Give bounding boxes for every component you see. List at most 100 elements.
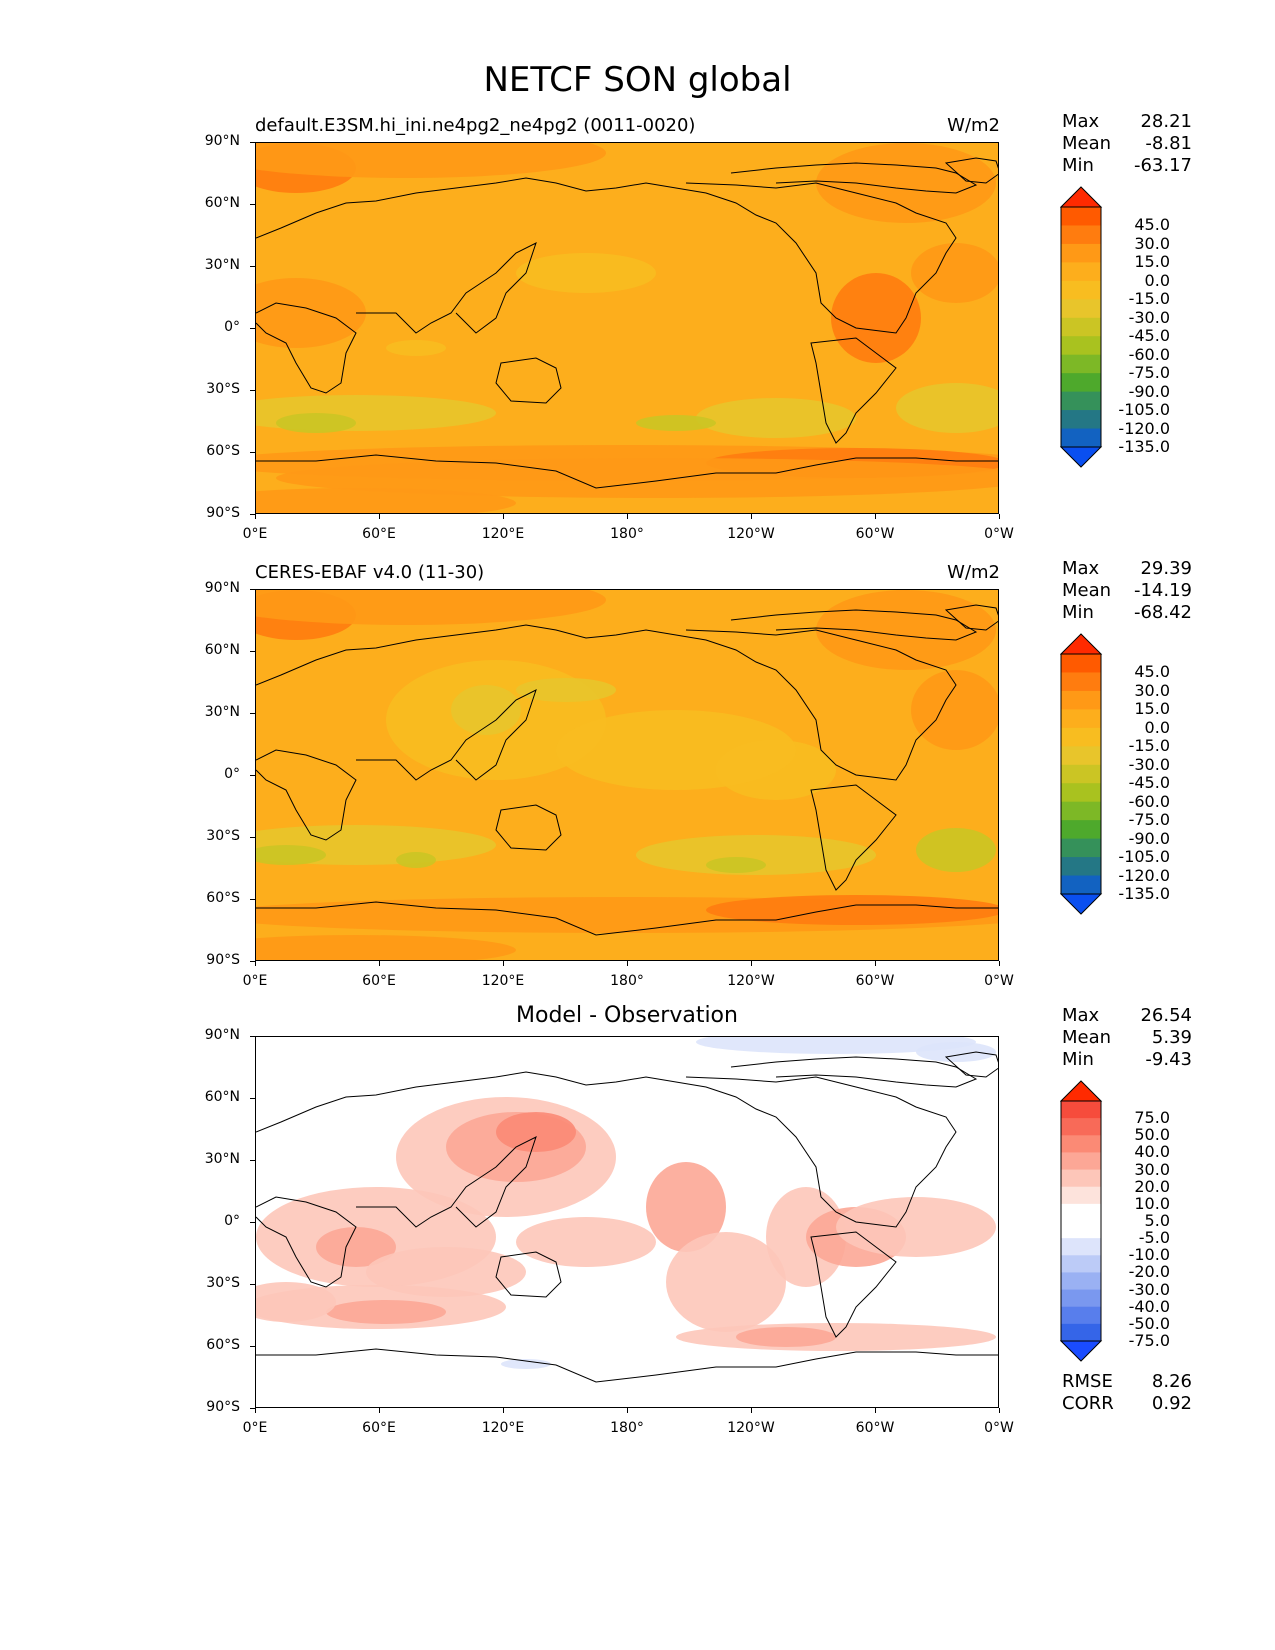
x-tick-mark (999, 961, 1000, 966)
colorbar-segment (1061, 801, 1101, 821)
x-tick-label: 0°W (984, 973, 1014, 989)
contour-region (706, 857, 766, 873)
y-tick-label: 90°N (204, 580, 240, 596)
contour-region (816, 590, 996, 670)
contour-region (516, 1217, 656, 1267)
contour-region (666, 1232, 786, 1332)
y-tick-mark (250, 899, 255, 900)
stat-label: Min (1062, 602, 1094, 623)
coastline (256, 901, 998, 936)
colorbar-label: 75.0 (1134, 1108, 1170, 1128)
contour-region (836, 1197, 996, 1257)
x-tick-mark (255, 961, 256, 966)
x-tick-label: 0°E (242, 973, 268, 989)
y-tick-mark (250, 589, 255, 590)
y-tick-label: 90°S (206, 505, 240, 521)
y-tick-label: 60°S (206, 1337, 240, 1353)
contour-region (396, 852, 436, 868)
colorbar-extend-max (1060, 633, 1103, 655)
colorbar-label: -60.0 (1128, 791, 1170, 811)
y-tick-mark (250, 204, 255, 205)
colorbar-segment (1061, 746, 1101, 766)
stat-value: -14.19 (1133, 580, 1192, 601)
figure-title: NETCF SON global (483, 60, 792, 100)
map-plot-area (255, 142, 999, 514)
colorbar-label: -15.0 (1128, 289, 1170, 309)
colorbar-extend-max (1060, 186, 1103, 208)
contour-region (516, 678, 616, 702)
coastline (810, 784, 897, 891)
y-tick-mark (250, 266, 255, 267)
coastline (256, 1071, 957, 1228)
map-panel-1: default.E3SM.hi_ini.ne4pg2_ne4pg2 (0011-… (0, 111, 1275, 585)
contour-map (256, 1037, 998, 1407)
stat-value: 26.54 (1140, 1005, 1192, 1026)
coastline (495, 1251, 562, 1298)
colorbar-label: 20.0 (1134, 1176, 1170, 1196)
y-tick-label: 90°N (204, 1027, 240, 1043)
x-tick-label: 180° (610, 1420, 644, 1436)
stat-value: 8.26 (1151, 1371, 1192, 1392)
colorbar-frame (1060, 653, 1102, 895)
colorbar-label: 10.0 (1134, 1193, 1170, 1213)
map-plot-area (255, 589, 999, 961)
colorbar-label: 0.0 (1144, 270, 1170, 290)
x-tick-label: 120°W (727, 973, 775, 989)
y-tick-label: 60°S (206, 890, 240, 906)
x-tick-mark (503, 1408, 504, 1413)
y-tick-label: 0° (224, 766, 240, 782)
y-tick-label: 90°N (204, 133, 240, 149)
colorbar-segment (1061, 243, 1101, 263)
y-tick-mark (250, 961, 255, 962)
coastline (256, 177, 957, 334)
colorbar-segment (1061, 1289, 1101, 1308)
panel-stats: Max 26.54 Mean 5.39 Min -9.43 (1062, 1005, 1192, 1071)
contour-region (276, 413, 356, 433)
x-tick-mark (999, 1408, 1000, 1413)
colorbar-segment (1061, 354, 1101, 374)
colorbar-label: -15.0 (1128, 736, 1170, 756)
colorbar-segment (1061, 299, 1101, 319)
colorbar-label: -10.0 (1128, 1245, 1170, 1265)
x-tick-label: 0°W (984, 526, 1014, 542)
coastline (256, 302, 357, 394)
y-tick-label: 30°N (204, 704, 240, 720)
colorbar-label: -135.0 (1118, 884, 1170, 903)
colorbar-segment (1061, 820, 1101, 840)
colorbar-label: -60.0 (1128, 344, 1170, 364)
colorbar-segment (1061, 838, 1101, 858)
x-tick-label: 120°E (481, 526, 525, 542)
colorbar-extend-min (1060, 893, 1103, 915)
contour-region (451, 685, 521, 735)
colorbar-extend-max (1060, 1080, 1103, 1102)
coastline (730, 162, 978, 194)
x-tick-label: 60°W (855, 973, 895, 989)
stat-value: 0.92 (1151, 1393, 1192, 1414)
contour-region (366, 1247, 526, 1297)
contour-map (256, 143, 998, 513)
y-tick-label: 60°N (204, 1089, 240, 1105)
stat-label: Mean (1062, 133, 1112, 154)
coastline (356, 1136, 537, 1228)
colorbar: 45.0 30.0 15.0 0.0 -15.0 -30.0 -45.0 -60.0 -75.0… (1060, 632, 1240, 932)
colorbar-segment (1061, 373, 1101, 393)
y-tick-label: 60°S (206, 443, 240, 459)
contour-region (276, 458, 998, 498)
x-tick-label: 60°W (855, 1420, 895, 1436)
contour-region (636, 415, 716, 431)
contour-region (256, 278, 366, 348)
colorbar-segment (1061, 727, 1101, 747)
coastline (256, 454, 998, 489)
x-tick-label: 60°E (362, 1420, 396, 1436)
stat-label: Max (1062, 558, 1100, 579)
y-tick-mark (250, 1036, 255, 1037)
x-tick-label: 60°W (855, 526, 895, 542)
y-tick-label: 90°S (206, 1399, 240, 1415)
stat-value: -9.43 (1145, 1049, 1192, 1070)
colorbar-label: -75.0 (1128, 363, 1170, 383)
colorbar-label: 40.0 (1134, 1142, 1170, 1162)
colorbar-segment (1061, 410, 1101, 430)
colorbar-segment (1061, 262, 1101, 282)
coastline (356, 689, 537, 781)
y-tick-label: 30°N (204, 1151, 240, 1167)
